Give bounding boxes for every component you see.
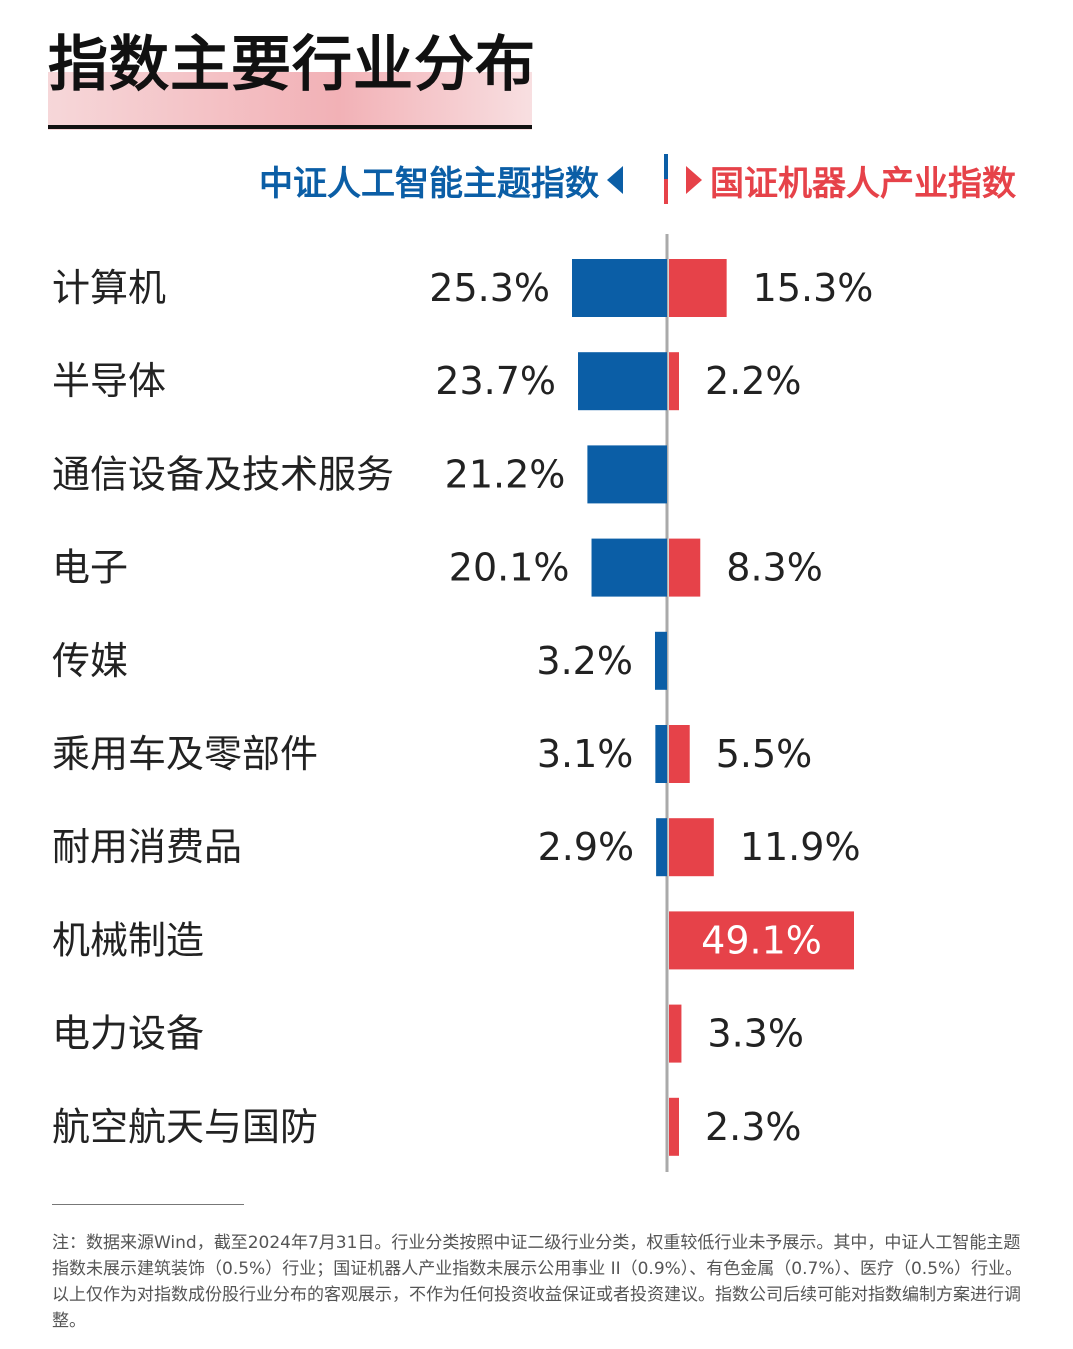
bar-left [591,538,667,597]
value-label-right: 5.5% [716,732,813,776]
value-label-left: 25.3% [429,266,550,310]
value-label-left: 21.2% [445,452,566,496]
legend-right-label: 国证机器人产业指数 [710,163,1016,204]
bar-right [669,911,854,970]
bar-right [669,538,701,597]
legend-right: 国证机器人产业指数 [686,150,1016,210]
value-label-right: 49.1% [701,918,822,962]
value-label-left: 20.1% [449,546,570,590]
value-label-right: 8.3% [726,546,823,590]
bar-right [669,818,714,877]
title-underline [48,125,532,129]
bar-left [655,725,667,783]
category-label: 电子 [52,546,128,590]
page-title: 指数主要行业分布 [48,30,536,100]
bar-left [578,352,667,411]
bar-right [669,725,690,783]
category-label: 机械制造 [52,918,204,962]
triangle-right-icon [686,166,702,194]
category-label: 乘用车及零部件 [52,732,318,776]
bar-right [669,259,727,317]
category-label: 电力设备 [52,1012,204,1056]
legend-divider [664,154,668,204]
diverging-bar-chart: 计算机 25.3% 15.3% 半导体 23.7% 2.2% 通信设备及技术服务 21.2% 电… [52,234,874,1172]
bar-left [654,631,667,690]
value-label-left: 3.2% [536,639,633,683]
bar-right [669,1004,682,1063]
title-block: 指数主要行业分布 [48,22,536,130]
bar-left [587,445,667,504]
footer-divider [52,1204,244,1205]
value-label-right: 11.9% [740,825,861,869]
bar-left [656,818,667,877]
category-label: 航空航天与国防 [52,1105,318,1149]
value-label-left: 23.7% [435,359,556,403]
bar-right [669,352,679,411]
value-label-left: 2.9% [538,825,635,869]
value-label-right: 15.3% [753,266,874,310]
value-label-right: 2.3% [705,1105,802,1149]
legend-left-label: 中证人工智能主题指数 [259,163,599,204]
bar-right [669,1097,679,1156]
value-label-right: 3.3% [707,1012,804,1056]
bar-left [572,259,667,317]
triangle-left-icon [607,166,623,194]
value-label-left: 3.1% [537,732,634,776]
category-label: 半导体 [52,359,166,403]
value-label-right: 2.2% [705,359,802,403]
legend-left: 中证人工智能主题指数 [259,150,623,210]
title-highlight [48,72,532,130]
category-label: 通信设备及技术服务 [52,452,394,496]
category-label: 耐用消费品 [52,825,242,869]
category-label: 传媒 [52,639,128,683]
category-label: 计算机 [52,266,166,310]
footnote: 注：数据来源Wind，截至2024年7月31日。行业分类按照中证二级行业分类，权… [52,1233,1023,1331]
